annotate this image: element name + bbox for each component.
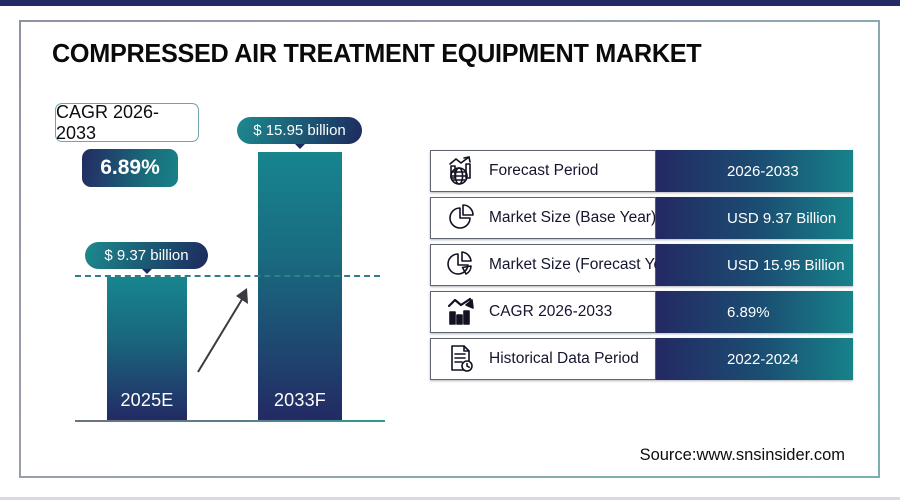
spec-value: USD 15.95 Billion [656, 244, 853, 286]
globe-trend-icon [444, 155, 478, 187]
bar-category-label: 2033F [273, 390, 327, 410]
document-clock-icon [444, 343, 478, 375]
table-row: CAGR 2026-2033 6.89% [430, 291, 853, 333]
growth-arrow-icon [197, 288, 248, 373]
pie-chart-icon [444, 202, 478, 234]
bar-category-label: 2025E [120, 390, 174, 410]
source-link[interactable]: Source:www.snsinsider.com [639, 446, 845, 464]
dashed-reference-line [75, 275, 380, 277]
cagr-period-label: CAGR 2026-2033 [55, 102, 199, 143]
spec-value: 2026-2033 [656, 150, 853, 192]
bar-2033: 2033F [258, 152, 342, 420]
table-row: Forecast Period 2026-2033 [430, 150, 853, 192]
spec-label: Historical Data Period [489, 350, 639, 367]
spec-value: 2022-2024 [656, 338, 853, 380]
spec-label: Market Size (Forecast Year) [489, 256, 682, 273]
bottom-accent-strip [0, 497, 900, 500]
pie-chart-exploded-icon [444, 249, 478, 281]
bar-2025: 2025E [107, 277, 187, 420]
spec-value: 6.89% [656, 291, 853, 333]
spec-label: Market Size (Base Year) [489, 209, 657, 226]
cagr-value-badge: 6.89% [82, 149, 178, 187]
spec-label: Forecast Period [489, 162, 599, 179]
spec-value: USD 9.37 Billion [656, 197, 853, 239]
bar-value-callout-2033: $ 15.95 billion [237, 117, 362, 149]
page-title: COMPRESSED AIR TREATMENT EQUIPMENT MARKE… [52, 38, 702, 68]
table-row: Market Size (Base Year) USD 9.37 Billion [430, 197, 853, 239]
market-spec-table: Forecast Period 2026-2033 Market Size (B… [430, 150, 853, 385]
bar-chart-decline-arrow-icon [444, 296, 478, 328]
top-accent-bar [0, 0, 900, 6]
table-row: Market Size (Forecast Year) USD 15.95 Bi… [430, 244, 853, 286]
spec-label: CAGR 2026-2033 [489, 303, 613, 320]
chart-baseline [75, 420, 385, 422]
table-row: Historical Data Period 2022-2024 [430, 338, 853, 380]
bar-value-callout-2025: $ 9.37 billion [85, 242, 208, 274]
